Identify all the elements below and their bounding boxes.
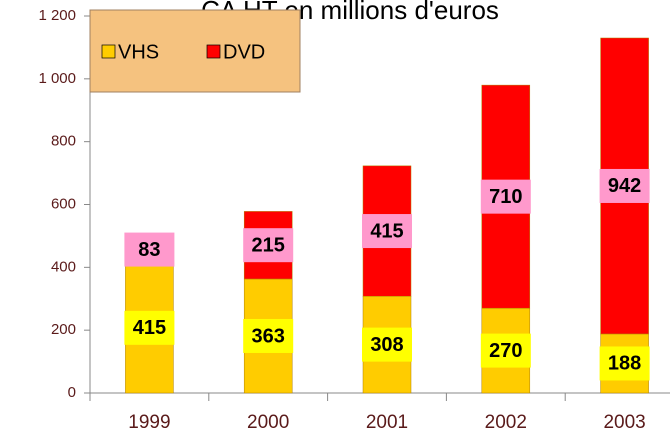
data-label-bg [124,310,175,345]
data-label-bg [480,333,531,368]
data-label: 270 [489,340,522,362]
y-tick-label: 1 000 [38,70,76,87]
data-label-bg [243,228,294,263]
data-label-bg [599,346,650,381]
data-label: 415 [370,220,403,242]
x-tick-label: 2002 [485,412,527,433]
legend-box [89,9,301,93]
data-label: 415 [133,317,166,339]
y-tick-label: 200 [51,321,76,338]
data-label-bg [124,232,175,267]
data-label: 942 [608,175,641,197]
x-tick-label: 2001 [366,412,408,433]
data-label: 83 [138,239,160,261]
data-label-bg [599,168,650,203]
data-label-bg [243,318,294,353]
x-tick-label: 1999 [128,412,170,433]
x-tick-label: 2003 [603,412,645,433]
legend-swatch [101,44,116,59]
data-label: 215 [252,234,285,256]
data-label: 308 [370,334,403,356]
y-tick-label: 800 [51,133,76,150]
legend-label: DVD [223,41,265,63]
data-label: 363 [252,325,285,347]
legend-swatch [206,44,221,59]
data-label-bg [362,214,412,249]
x-tick-label: 2000 [247,412,289,433]
data-label-bg [362,327,412,362]
y-tick-label: 600 [51,195,76,212]
data-label: 188 [608,353,641,375]
legend-label: VHS [118,41,159,63]
y-tick-label: 1 200 [38,7,76,24]
data-label-bg [480,179,531,214]
data-label: 710 [489,186,522,208]
y-tick-label: 0 [68,384,76,401]
y-tick-label: 400 [51,258,76,275]
